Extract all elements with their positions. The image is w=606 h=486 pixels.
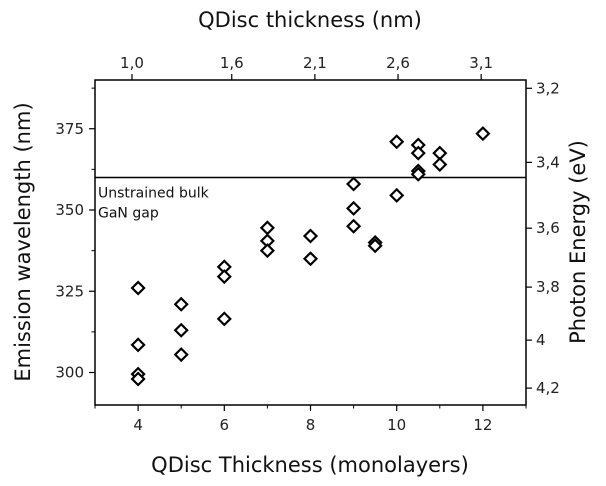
data-point (259, 220, 275, 236)
data-point (216, 269, 232, 285)
right-tick-label: 3,4 (536, 153, 560, 171)
right-tick-label: 3,6 (536, 219, 560, 237)
data-point (367, 238, 383, 254)
x-tick-label: 4 (133, 416, 143, 434)
data-point (432, 156, 448, 173)
data-point (302, 251, 319, 267)
data-point (410, 145, 426, 161)
data-point (475, 126, 491, 142)
data-point (389, 187, 405, 203)
gan-gap-label: Unstrained bulk (98, 186, 210, 202)
data-point (346, 218, 362, 234)
data-point (130, 337, 146, 353)
x-tick-label: 8 (306, 416, 316, 434)
top-axis-title: QDisc thickness (nm) (198, 8, 422, 32)
y-tick-label: 325 (55, 282, 84, 300)
reference-line-group: Unstrained bulk GaN gap (95, 176, 526, 222)
right-tick-label: 4 (536, 331, 546, 349)
data-point (389, 134, 405, 150)
right-axis-title: Photon Energy (eV) (566, 140, 590, 344)
data-point (216, 311, 232, 327)
data-point (302, 228, 319, 244)
x-tick-label: 10 (387, 416, 406, 434)
top-tick-label: 1,0 (120, 54, 144, 72)
axis-ticks: 4 6 8 10 12 300 325 350 375 1,0 1,6 2,1 2,6 3,1 3,2 3,4… (55, 54, 560, 434)
right-tick-label: 4,2 (536, 379, 560, 397)
gan-gap-label: GaN gap (98, 206, 159, 222)
top-tick-label: 2,1 (303, 54, 327, 72)
y-tick-label: 375 (55, 120, 84, 138)
data-points (130, 126, 491, 387)
data-point (410, 166, 426, 182)
x-axis-title: QDisc Thickness (monolayers) (151, 453, 469, 477)
data-point (173, 296, 189, 312)
x-tick-label: 12 (473, 416, 492, 434)
data-point (130, 280, 146, 296)
data-point (346, 200, 362, 216)
right-tick-label: 3,8 (536, 278, 560, 296)
top-tick-label: 2,6 (386, 54, 410, 72)
data-point (259, 243, 275, 259)
data-point (346, 176, 362, 192)
data-point (130, 371, 146, 387)
top-tick-label: 1,6 (220, 54, 244, 72)
data-point (173, 347, 189, 363)
y-axis-title: Emission wavelength (nm) (11, 102, 35, 381)
x-tick-label: 6 (220, 416, 230, 434)
right-tick-label: 3,2 (536, 79, 560, 97)
data-point (173, 322, 189, 338)
y-tick-label: 300 (55, 364, 84, 382)
top-tick-label: 3,1 (469, 54, 493, 72)
y-tick-label: 350 (55, 201, 84, 219)
